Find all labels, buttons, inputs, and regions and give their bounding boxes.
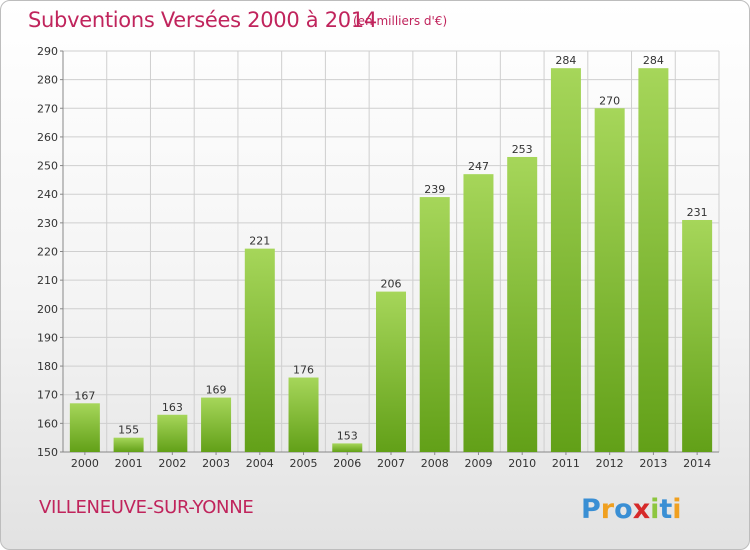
y-tick-label: 250: [37, 160, 58, 173]
y-tick-label: 150: [37, 446, 58, 459]
x-tick-label: 2010: [508, 457, 536, 470]
data-label: 239: [424, 183, 445, 196]
x-tick-label: 2001: [115, 457, 143, 470]
commune-name: VILLENEUVE-SUR-YONNE: [39, 497, 254, 518]
data-label: 206: [381, 278, 402, 291]
bar: [463, 174, 494, 452]
data-label: 270: [599, 94, 620, 107]
labels: 167 2000 155 2001 163 2002 169 2003 221 2004 176 20…: [71, 54, 711, 470]
y-tick-label: 210: [37, 274, 58, 287]
bar: [507, 156, 538, 452]
svg-text:Proxiti: Proxiti: [581, 494, 682, 525]
proxiti-logo: Proxiti: [581, 494, 682, 525]
x-tick-label: 2002: [158, 457, 186, 470]
bar: [113, 437, 144, 452]
data-label: 167: [74, 389, 95, 402]
x-tick-label: 2012: [596, 457, 624, 470]
x-tick-label: 2013: [639, 457, 667, 470]
x-tick-label: 2005: [290, 457, 318, 470]
data-label: 284: [643, 54, 664, 67]
bar: [594, 108, 625, 453]
chart-unit-subtitle: (en milliers d'€): [353, 14, 448, 28]
chart-title: Subventions Versées 2000 à 2014: [28, 8, 377, 32]
bar: [288, 377, 319, 452]
data-label: 221: [249, 235, 270, 248]
y-tick-label: 270: [37, 102, 58, 115]
y-tick-label: 180: [37, 360, 58, 373]
data-label: 247: [468, 160, 489, 173]
data-label: 231: [687, 206, 708, 219]
y-tick-label: 170: [37, 389, 58, 402]
y-tick-label: 290: [37, 45, 58, 58]
x-tick-label: 2000: [71, 457, 99, 470]
data-label: 153: [337, 429, 358, 442]
data-label: 253: [512, 143, 533, 156]
bar: [201, 397, 232, 452]
x-tick-label: 2008: [421, 457, 449, 470]
y-tick-label: 280: [37, 74, 58, 87]
data-label: 155: [118, 424, 139, 437]
bar: [157, 414, 188, 452]
bar: [69, 403, 100, 452]
x-tick-label: 2006: [333, 457, 361, 470]
y-tick-label: 200: [37, 303, 58, 316]
x-tick-label: 2004: [246, 457, 274, 470]
x-tick-label: 2003: [202, 457, 230, 470]
y-tick-label: 190: [37, 331, 58, 344]
y-tick-label: 220: [37, 246, 58, 259]
data-label: 176: [293, 364, 314, 377]
bar: [682, 219, 713, 452]
x-tick-label: 2014: [683, 457, 711, 470]
bar: [376, 291, 406, 452]
bars: [69, 68, 713, 453]
bar: [638, 68, 669, 452]
y-tick-label: 230: [37, 217, 58, 230]
y-tick-label: 260: [37, 131, 58, 144]
bar: [550, 68, 581, 452]
x-tick-label: 2011: [552, 457, 580, 470]
data-label: 169: [206, 384, 227, 397]
bar: [419, 197, 450, 452]
data-label: 163: [162, 401, 183, 414]
data-label: 284: [555, 54, 576, 67]
bar: [332, 443, 363, 452]
x-tick-label: 2009: [464, 457, 492, 470]
bar: [244, 248, 275, 452]
y-tick-label: 160: [37, 417, 58, 430]
y-tick-label: 240: [37, 188, 58, 201]
x-tick-label: 2007: [377, 457, 405, 470]
